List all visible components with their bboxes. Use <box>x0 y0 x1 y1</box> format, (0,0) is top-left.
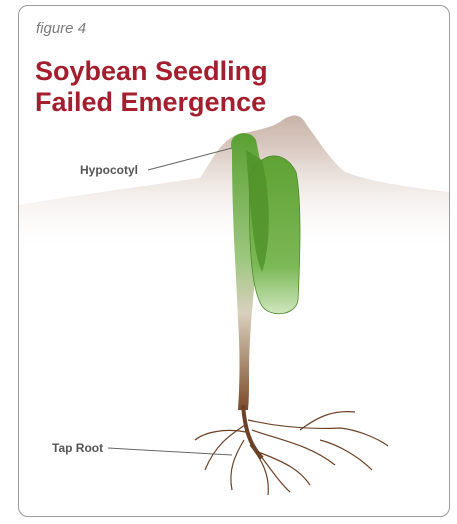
page: figure 4 Soybean Seedling Failed Emergen… <box>0 0 457 524</box>
taproot-leader <box>108 448 232 455</box>
hypocotyl-label: Hypocotyl <box>80 163 138 177</box>
figure-title: Soybean Seedling Failed Emergence <box>35 56 335 118</box>
taproot-label: Tap Root <box>52 441 103 455</box>
figure-label: figure 4 <box>36 20 86 37</box>
